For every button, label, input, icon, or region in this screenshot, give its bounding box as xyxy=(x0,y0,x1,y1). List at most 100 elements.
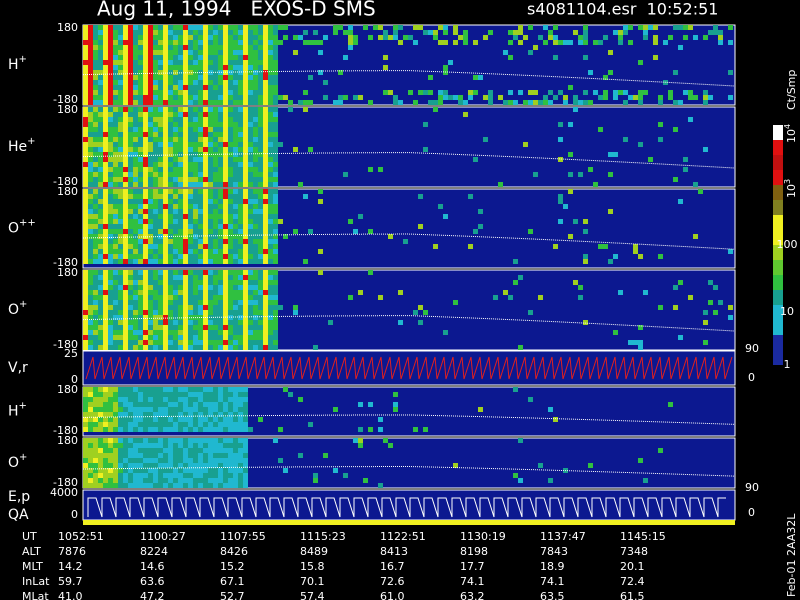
spectrogram-cell xyxy=(668,402,673,407)
spectrogram-cell xyxy=(108,275,113,280)
spectrogram-cell xyxy=(158,407,163,412)
spectrogram-cell xyxy=(243,132,248,137)
spectrogram-cell xyxy=(188,189,193,194)
spectrogram-cell xyxy=(213,463,218,468)
spectrogram-cell xyxy=(143,127,148,132)
spectrogram-cell xyxy=(163,315,168,320)
spectrogram-cell xyxy=(263,122,268,127)
spectrogram-cell xyxy=(143,224,148,229)
table-cell: 63.6 xyxy=(140,575,165,588)
spectrogram-cell xyxy=(123,80,128,85)
spectrogram-cell xyxy=(123,392,128,397)
spectrogram-cell xyxy=(128,182,133,187)
spectrogram-cell xyxy=(133,127,138,132)
spectrogram-cell xyxy=(133,162,138,167)
spectrogram-cell xyxy=(233,249,238,254)
spectrogram-cell xyxy=(213,219,218,224)
spectrogram-cell xyxy=(108,438,113,443)
spectrogram-cell xyxy=(108,204,113,209)
spectrogram-cell xyxy=(258,152,263,157)
spectrogram-cell xyxy=(88,127,93,132)
spectrogram-cell xyxy=(208,25,213,30)
spectrogram-cell xyxy=(198,468,203,473)
spectrogram-cell xyxy=(83,412,88,417)
spectrogram-cell xyxy=(158,95,163,100)
spectrogram-cell xyxy=(133,75,138,80)
spectrogram-cell xyxy=(268,254,273,259)
spectrogram-cell xyxy=(158,458,163,463)
spectrogram-cell xyxy=(228,249,233,254)
spectrogram-cell xyxy=(113,244,118,249)
spectrogram-cell xyxy=(138,137,143,142)
pitch-angle-curve xyxy=(82,152,736,169)
row-label: MLat xyxy=(22,590,49,600)
spectrogram-cell xyxy=(198,142,203,147)
spectrogram-cell xyxy=(248,30,253,35)
spectrogram-cell xyxy=(88,224,93,229)
spectrogram-cell xyxy=(678,199,683,204)
spectrogram-cell xyxy=(98,107,103,112)
spectrogram-cell xyxy=(168,177,173,182)
spectrogram-cell xyxy=(173,95,178,100)
spectrogram-cell xyxy=(263,244,268,249)
spectrogram-cell xyxy=(143,468,148,473)
spectrogram-cell xyxy=(268,107,273,112)
spectrogram-cell xyxy=(108,152,113,157)
spectrogram-cell xyxy=(143,117,148,122)
spectrogram-cell xyxy=(158,448,163,453)
spectrogram-cell xyxy=(173,75,178,80)
spectrogram-cell xyxy=(418,224,423,229)
spectrogram-cell xyxy=(223,194,228,199)
spectrogram-cell xyxy=(218,142,223,147)
spectrogram-cell xyxy=(268,234,273,239)
spectrogram-cell xyxy=(88,310,93,315)
spectrogram-cell xyxy=(198,152,203,157)
spectrogram-cell xyxy=(193,95,198,100)
spectrogram-cell xyxy=(233,50,238,55)
spectrogram-cell xyxy=(163,483,168,488)
spectrogram-cell xyxy=(218,30,223,35)
spectrogram-cell xyxy=(198,75,203,80)
spectrogram-cell xyxy=(113,95,118,100)
spectrogram-cell xyxy=(203,45,208,50)
spectrogram-cell xyxy=(693,182,698,187)
spectrogram-cell xyxy=(208,224,213,229)
spectrogram-cell xyxy=(153,443,158,448)
spectrogram-cell xyxy=(128,107,133,112)
spectrogram-cell xyxy=(123,463,128,468)
spectrogram-cell xyxy=(253,254,258,259)
spectrogram-cell xyxy=(198,194,203,199)
spectrogram-cell xyxy=(128,55,133,60)
spectrogram-cell xyxy=(228,219,233,224)
spectrogram-cell xyxy=(173,50,178,55)
table-cell: 1115:23 xyxy=(300,530,346,543)
spectrogram-cell xyxy=(153,90,158,95)
spectrogram-cell xyxy=(163,107,168,112)
spectrogram-cell xyxy=(133,70,138,75)
spectrogram-cell xyxy=(568,152,573,157)
spectrogram-cell xyxy=(208,340,213,345)
spectrogram-cell xyxy=(173,397,178,402)
spectrogram-cell xyxy=(218,107,223,112)
spectrogram-cell xyxy=(298,100,303,105)
spectrogram-cell xyxy=(238,438,243,443)
spectrogram-cell xyxy=(208,55,213,60)
spectrogram-cell xyxy=(163,224,168,229)
spectrogram-cell xyxy=(118,387,123,392)
spectrogram-cell xyxy=(128,137,133,142)
spectrogram-cell xyxy=(83,65,88,70)
spectrogram-cell xyxy=(478,75,483,80)
spectrogram-cell xyxy=(108,214,113,219)
panel-label: O++ xyxy=(8,218,36,237)
spectrogram-cell xyxy=(123,182,128,187)
spectrogram-cell xyxy=(173,259,178,264)
spectrogram-cell xyxy=(158,315,163,320)
spectrogram-cell xyxy=(528,25,533,30)
spectrogram-cell xyxy=(88,199,93,204)
spectrogram-cell xyxy=(98,473,103,478)
panel-label-2: QA xyxy=(8,507,29,523)
spectrogram-cell xyxy=(208,483,213,488)
axis-bottom-label: 0 xyxy=(71,373,78,386)
spectrogram-cell xyxy=(253,30,258,35)
spectrogram-cell xyxy=(253,280,258,285)
